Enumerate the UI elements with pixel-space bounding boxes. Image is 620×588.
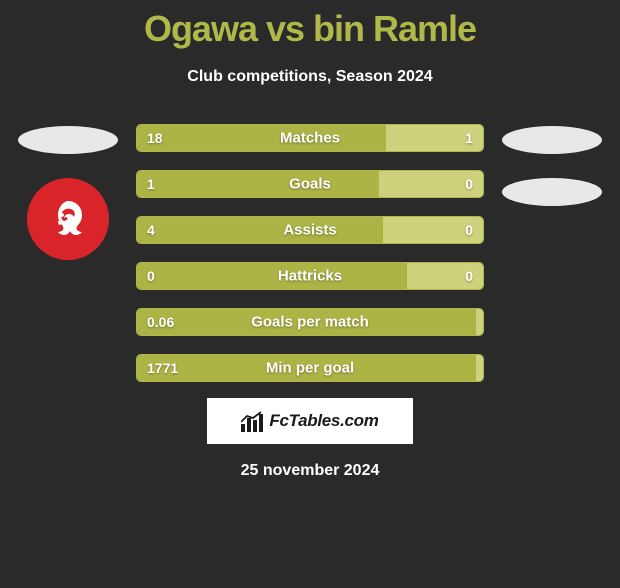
stat-left-value: 1	[147, 176, 155, 192]
club-badge-left-label: YOUNG LIONS	[33, 184, 103, 191]
bar-right	[476, 309, 483, 335]
club-badge-left: YOUNG LIONS	[27, 178, 109, 260]
lion-icon	[46, 197, 90, 241]
bar-left	[137, 125, 386, 151]
stat-left-value: 0.06	[147, 314, 174, 330]
player-left-oval	[18, 126, 118, 154]
bar-left	[137, 171, 379, 197]
date-text: 25 november 2024	[10, 462, 610, 480]
stat-left-value: 18	[147, 130, 163, 146]
stat-row: 1771 Min per goal	[136, 354, 484, 382]
right-player-col	[496, 126, 608, 206]
stat-label: Matches	[280, 130, 340, 147]
stat-row: 18 Matches 1	[136, 124, 484, 152]
stat-row: 0.06 Goals per match	[136, 308, 484, 336]
stat-row: 0 Hattricks 0	[136, 262, 484, 290]
stat-left-value: 4	[147, 222, 155, 238]
stat-label: Goals per match	[251, 314, 369, 331]
fctables-icon	[241, 410, 263, 432]
content-row: YOUNG LIONS 18 Matches 1 1 Goals	[10, 124, 610, 382]
stat-left-value: 1771	[147, 360, 178, 376]
stat-label: Goals	[289, 176, 331, 193]
page-title: Ogawa vs bin Ramle	[10, 8, 610, 50]
stat-right-value: 0	[465, 176, 473, 192]
fctables-link[interactable]: FcTables.com	[207, 398, 413, 444]
stat-right-value: 1	[465, 130, 473, 146]
stat-label: Min per goal	[266, 360, 354, 377]
fctables-text: FcTables.com	[269, 411, 378, 431]
stats-bars: 18 Matches 1 1 Goals 0 4 Assists 0	[136, 124, 484, 382]
stat-right-value: 0	[465, 222, 473, 238]
stat-label: Hattricks	[278, 268, 342, 285]
subtitle: Club competitions, Season 2024	[10, 68, 610, 86]
stat-left-value: 0	[147, 268, 155, 284]
bar-left	[137, 217, 383, 243]
stat-right-value: 0	[465, 268, 473, 284]
comparison-card: Ogawa vs bin Ramle Club competitions, Se…	[0, 8, 620, 480]
stat-row: 1 Goals 0	[136, 170, 484, 198]
bar-right	[476, 355, 483, 381]
bar-left	[137, 263, 407, 289]
stat-row: 4 Assists 0	[136, 216, 484, 244]
club-badge-right-oval	[502, 178, 602, 206]
left-player-col: YOUNG LIONS	[12, 126, 124, 260]
player-right-oval	[502, 126, 602, 154]
stat-label: Assists	[283, 222, 336, 239]
